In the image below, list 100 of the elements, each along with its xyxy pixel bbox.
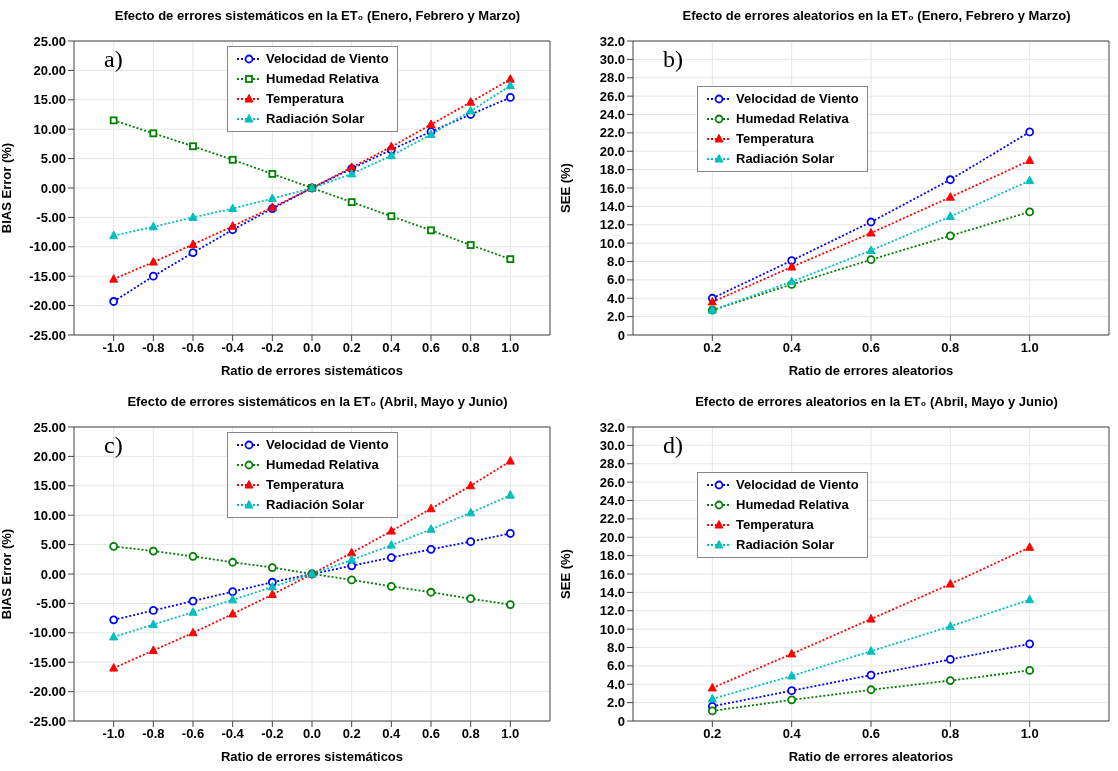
x-tick-label: 0.2 <box>703 340 722 356</box>
y-tick-label: 10.0 <box>599 621 625 637</box>
x-tick-label: 0.8 <box>941 340 960 356</box>
x-tick-label: -0.2 <box>261 340 284 356</box>
x-tick-label: -1.0 <box>102 340 125 356</box>
legend-label: Humedad Relativa <box>266 70 379 88</box>
y-tick-label: 30.0 <box>599 51 625 67</box>
y-tick-label: -5.00 <box>36 595 66 611</box>
y-tick-label: 10.00 <box>33 507 66 523</box>
x-tick-label: -1.0 <box>102 725 125 741</box>
y-tick-label: -20.00 <box>29 298 66 314</box>
y-tick-label: 20.0 <box>599 143 625 159</box>
y-axis-title: SEE (%) <box>557 163 573 213</box>
y-tick-label: 25.00 <box>33 419 66 435</box>
x-tick-label: 0.0 <box>302 340 322 356</box>
x-tick-label: -0.2 <box>261 725 284 741</box>
y-tick-label: 14.0 <box>599 584 625 600</box>
y-tick-label: 10.0 <box>599 235 625 251</box>
y-tick-label: 20.0 <box>599 529 625 545</box>
legend-label: Temperatura <box>266 475 344 494</box>
legend-label: Radiación Solar <box>736 535 835 554</box>
y-tick-label: -15.00 <box>29 654 66 670</box>
x-tick-label: 0.4 <box>782 340 802 356</box>
y-tick-label: 24.0 <box>599 492 625 508</box>
y-tick-label: 0.00 <box>40 180 66 196</box>
y-tick-label: 15.00 <box>33 477 66 493</box>
legend-label: Velocidad de Viento <box>266 50 389 68</box>
y-tick-label: 0.00 <box>40 566 66 582</box>
x-tick-label: 1.0 <box>1020 725 1039 741</box>
x-tick-label: -0.6 <box>181 340 205 356</box>
y-tick-label: 22.0 <box>599 510 625 526</box>
legend-label: Radiación Solar <box>266 110 365 128</box>
x-axis-title: Ratio de errores sistemáticos <box>220 748 404 764</box>
x-tick-label: 0.0 <box>302 725 322 741</box>
y-tick-label: 28.0 <box>599 70 625 86</box>
legend-label: Temperatura <box>266 90 344 108</box>
y-tick-label: 0 <box>617 713 625 729</box>
legend-label: Velocidad de Viento <box>266 435 389 454</box>
y-tick-label: 28.0 <box>599 455 625 471</box>
annotation: a) <box>104 46 123 73</box>
y-tick-label: 16.0 <box>599 566 625 582</box>
chart-title: Efecto de errores sistemáticos en la ET₀ (Abril, Mayo y Junio) <box>126 393 509 409</box>
x-tick-label: -0.4 <box>221 725 245 741</box>
x-axis-title: Ratio de errores aleatorios <box>788 748 954 764</box>
y-tick-label: 12.0 <box>599 217 625 233</box>
x-tick-label: 1.0 <box>501 340 520 356</box>
y-tick-label: 4.0 <box>606 290 625 306</box>
y-tick-label: 30.0 <box>599 437 625 453</box>
legend-label: Velocidad de Viento <box>736 90 859 108</box>
x-tick-label: 0.4 <box>382 340 402 356</box>
y-tick-label: 18.0 <box>599 162 625 178</box>
y-tick-label: 12.0 <box>599 602 625 618</box>
legend-label: Temperatura <box>736 515 814 534</box>
y-tick-label: -25.00 <box>29 713 66 729</box>
y-axis-title: SEE (%) <box>557 548 573 599</box>
chart-title: Efecto de errores sistemáticos en la ET₀ (Enero, Febrero y Marzo) <box>113 8 522 23</box>
y-tick-label: 26.0 <box>599 88 625 104</box>
legend-label: Velocidad de Viento <box>736 475 859 494</box>
legend-label: Humedad Relativa <box>736 495 849 514</box>
legend-label: Radiación Solar <box>736 150 835 168</box>
y-tick-label: -20.00 <box>29 683 66 699</box>
x-tick-label: 0.6 <box>861 725 881 741</box>
x-tick-label: 0.6 <box>421 725 441 741</box>
y-tick-label: -10.00 <box>29 239 66 255</box>
x-tick-label: 0.8 <box>461 725 480 741</box>
y-tick-label: 20.00 <box>33 63 66 79</box>
y-axis-title: BIAS Error (%) <box>0 528 14 619</box>
y-tick-label: 20.00 <box>33 448 66 464</box>
y-tick-label: 18.0 <box>599 547 625 563</box>
y-tick-label: 4.0 <box>606 676 625 692</box>
x-tick-label: -0.4 <box>221 340 245 356</box>
x-axis-title: Ratio de errores sistemáticos <box>220 363 404 378</box>
y-tick-label: 16.0 <box>599 180 625 196</box>
x-tick-label: -0.8 <box>142 725 165 741</box>
y-tick-label: -15.00 <box>29 268 66 284</box>
y-tick-label: 32.0 <box>599 33 625 49</box>
annotation: d) <box>663 431 683 459</box>
x-tick-label: 0.8 <box>461 340 480 356</box>
x-tick-label: -0.6 <box>181 725 205 741</box>
y-tick-label: 24.0 <box>599 107 625 123</box>
y-tick-label: 8.0 <box>606 254 625 270</box>
y-tick-label: 0 <box>617 327 625 343</box>
x-tick-label: 1.0 <box>501 725 520 741</box>
legend-label: Humedad Relativa <box>266 455 379 474</box>
legend-label: Humedad Relativa <box>736 110 849 128</box>
annotation: b) <box>663 46 683 73</box>
y-tick-label: 32.0 <box>599 419 625 435</box>
y-axis-title: BIAS Error (%) <box>0 142 14 234</box>
y-tick-label: 14.0 <box>599 198 625 214</box>
y-tick-label: -25.00 <box>29 327 66 343</box>
chart-title: Efecto de errores aleatorios en la ET₀ (Abril, Mayo y Junio) <box>694 393 1059 409</box>
y-tick-label: 25.00 <box>33 33 66 49</box>
y-tick-label: 6.0 <box>606 272 625 288</box>
y-tick-label: -5.00 <box>36 210 66 226</box>
y-tick-label: 2.0 <box>606 694 625 710</box>
y-tick-label: 5.00 <box>40 536 66 552</box>
x-tick-label: 1.0 <box>1020 340 1039 356</box>
annotation: c) <box>104 431 123 459</box>
x-tick-label: 0.6 <box>421 340 441 356</box>
x-tick-label: -0.8 <box>142 340 165 356</box>
